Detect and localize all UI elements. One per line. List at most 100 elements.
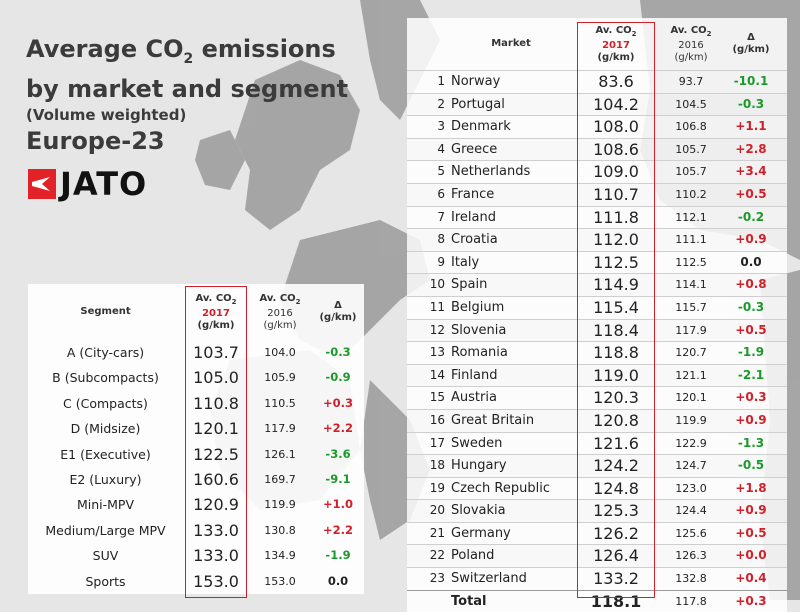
market-name-cell: Germany bbox=[451, 525, 511, 541]
value-2017-cell: 83.6 bbox=[598, 72, 634, 91]
rank-cell: 9 bbox=[437, 254, 445, 269]
rank-cell: 12 bbox=[429, 322, 445, 337]
segment-2017-cell: 120.1 bbox=[193, 419, 239, 439]
table-row: 3 Denmark 108.0 106.8 +1.1 bbox=[407, 115, 787, 138]
segment-delta-cell: +2.2 bbox=[322, 421, 353, 436]
value-2017-cell: 111.8 bbox=[593, 207, 639, 227]
segment-name-cell: Sports bbox=[85, 573, 126, 589]
delta-cell: +0.9 bbox=[735, 503, 767, 518]
table-row: 22 Poland 126.4 126.3 +0.0 bbox=[407, 544, 787, 568]
rank-cell: 10 bbox=[429, 277, 445, 292]
table-row: A (City-cars) 103.7 104.0 -0.3 bbox=[28, 340, 364, 366]
segment-2017-cell: 103.7 bbox=[193, 343, 239, 362]
value-2016-cell: 106.8 bbox=[675, 120, 707, 134]
table-row: 5 Netherlands 109.0 105.7 +3.4 bbox=[407, 160, 787, 183]
market-name-cell: Ireland bbox=[451, 209, 496, 225]
value-2016-cell: 121.1 bbox=[675, 368, 707, 382]
rank-cell: 2 bbox=[437, 96, 445, 111]
value-2016-cell: 104.5 bbox=[675, 97, 707, 111]
delta-cell: +1.8 bbox=[735, 480, 767, 495]
value-2017-cell: 109.0 bbox=[593, 162, 639, 182]
segment-2016-cell: 104.0 bbox=[264, 346, 296, 359]
value-2017-cell: 124.8 bbox=[593, 478, 639, 498]
market-table-header: Market Av. CO2 2017 (g/km) Av. CO2 2016 … bbox=[407, 18, 787, 70]
table-row: SUV 133.0 134.9 -1.9 bbox=[28, 543, 364, 569]
value-2016-cell: 105.7 bbox=[675, 142, 707, 156]
segment-delta-cell: +0.3 bbox=[322, 395, 353, 410]
market-name-cell: Great Britain bbox=[451, 412, 535, 428]
segment-name-cell: C (Compacts) bbox=[63, 395, 148, 411]
market-name-cell: France bbox=[451, 186, 495, 202]
segment-2016-cell: 169.7 bbox=[264, 472, 296, 486]
value-2017-cell: 104.2 bbox=[593, 94, 639, 114]
table-row: 13 Romania 118.8 120.7 -1.9 bbox=[407, 341, 787, 364]
delta-cell: +0.3 bbox=[735, 390, 767, 405]
segment-name-cell: E2 (Luxury) bbox=[69, 471, 142, 487]
segment-delta-cell: -9.1 bbox=[325, 471, 351, 486]
table-row: 17 Sweden 121.6 122.9 -1.3 bbox=[407, 431, 787, 455]
market-name-cell: Netherlands bbox=[451, 164, 531, 180]
table-row: Mini-MPV 120.9 119.9 +1.0 bbox=[28, 492, 364, 518]
title-subtitle: (Volume weighted) bbox=[26, 105, 187, 124]
segment-name-cell: B (Subcompacts) bbox=[52, 370, 159, 386]
title-co2-text: Average CO bbox=[26, 35, 184, 63]
market-name-cell: Sweden bbox=[451, 435, 503, 451]
rank-cell: 23 bbox=[429, 571, 445, 586]
value-2016-cell: 120.7 bbox=[675, 346, 707, 360]
value-2017-cell: 112.5 bbox=[593, 252, 639, 272]
table-row: 6 France 110.7 110.2 +0.5 bbox=[407, 182, 787, 206]
segment-delta-cell: -0.3 bbox=[325, 345, 351, 359]
segment-2017-cell: 122.5 bbox=[193, 444, 239, 464]
rank-cell: 5 bbox=[437, 164, 445, 179]
rank-cell: 18 bbox=[429, 458, 445, 473]
delta-cell: -10.1 bbox=[733, 74, 769, 88]
value-2016-cell: 126.3 bbox=[675, 549, 707, 563]
title-emissions-text: emissions bbox=[193, 35, 336, 63]
table-row: E2 (Luxury) 160.6 169.7 -9.1 bbox=[28, 466, 364, 493]
value-2017-cell: 119.0 bbox=[593, 365, 639, 385]
segment-rows: A (City-cars) 103.7 104.0 -0.3 B (Subcompact… bbox=[28, 340, 364, 594]
table-row: 18 Hungary 124.2 124.7 -0.5 bbox=[407, 454, 787, 477]
total-label-cell: Total bbox=[451, 593, 487, 609]
table-row: 19 Czech Republic 124.8 123.0 +1.8 bbox=[407, 476, 787, 500]
table-row: 2 Portugal 104.2 104.5 -0.3 bbox=[407, 92, 787, 116]
value-2016-cell: 111.1 bbox=[675, 233, 707, 247]
rank-cell: 17 bbox=[429, 435, 445, 450]
value-2016-cell: 112.1 bbox=[675, 210, 707, 224]
segment-2017-cell: 133.0 bbox=[193, 546, 239, 566]
header-market: Market bbox=[491, 38, 531, 49]
table-row: D (Midsize) 120.1 117.9 +2.2 bbox=[28, 416, 364, 442]
delta-cell: +0.5 bbox=[735, 322, 767, 337]
rank-cell: 20 bbox=[429, 503, 445, 518]
market-name-cell: Finland bbox=[451, 367, 498, 383]
market-name-cell: Slovakia bbox=[451, 503, 506, 519]
segment-delta-cell: +1.0 bbox=[322, 497, 353, 512]
rank-cell: 14 bbox=[429, 367, 445, 382]
segment-2017-cell: 133.0 bbox=[193, 520, 239, 540]
market-rows: 1 Norway 83.6 93.7 -10.1 2 Portugal 104.2 104.5 -… bbox=[407, 70, 787, 612]
table-row: 11 Belgium 115.4 115.7 -0.3 bbox=[407, 295, 787, 319]
segment-name-cell: Medium/Large MPV bbox=[45, 522, 166, 538]
segment-2017-cell: 153.0 bbox=[193, 571, 239, 591]
table-row: 9 Italy 112.5 112.5 0.0 bbox=[407, 250, 787, 274]
table-row: 14 Finland 119.0 121.1 -2.1 bbox=[407, 363, 787, 387]
segment-2016-cell: 119.9 bbox=[264, 498, 296, 512]
header-segment: Segment bbox=[80, 306, 131, 317]
delta-cell: +3.4 bbox=[735, 164, 767, 179]
title-line-2: by market and segment bbox=[26, 74, 349, 103]
table-row: 10 Spain 114.9 114.1 +0.8 bbox=[407, 273, 787, 296]
market-name-cell: Denmark bbox=[451, 119, 511, 135]
value-2016-cell: 122.9 bbox=[675, 436, 707, 450]
rank-cell: 16 bbox=[429, 412, 445, 427]
table-row: 1 Norway 83.6 93.7 -10.1 bbox=[407, 70, 787, 93]
segment-header-delta: Δ (g/km) bbox=[319, 300, 357, 323]
rank-cell: 8 bbox=[437, 232, 445, 247]
segment-name-cell: D (Midsize) bbox=[70, 421, 141, 437]
table-row: 12 Slovenia 118.4 117.9 +0.5 bbox=[407, 318, 787, 342]
jato-logo-text: JATO bbox=[60, 165, 148, 203]
delta-cell: +0.9 bbox=[735, 412, 767, 427]
rank-cell: 15 bbox=[429, 390, 445, 405]
value-2016-cell: 132.8 bbox=[675, 572, 707, 586]
rank-cell: 13 bbox=[429, 345, 445, 360]
value-2016-cell: 115.7 bbox=[675, 300, 707, 314]
